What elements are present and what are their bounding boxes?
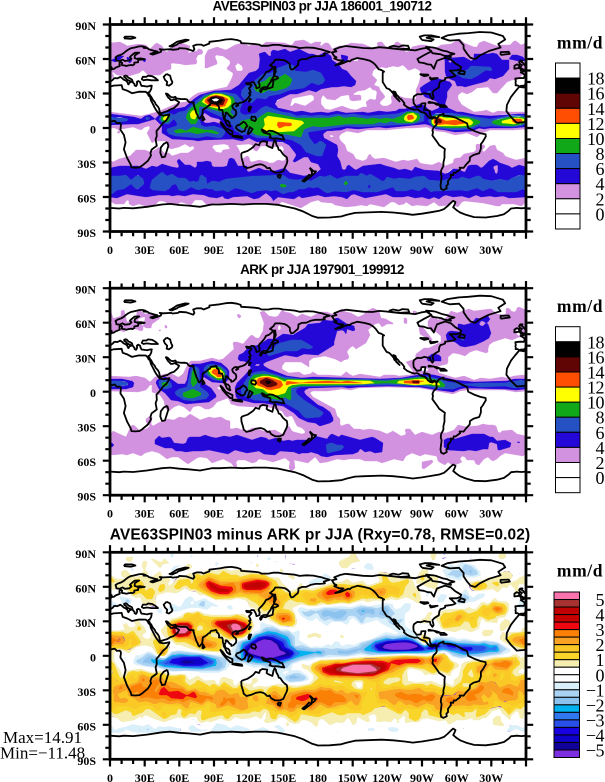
svg-text:−4: −4 — [586, 725, 605, 745]
svg-text:ARK pr JJA 197901_199912: ARK pr JJA 197901_199912 — [240, 262, 404, 277]
svg-text:0: 0 — [596, 665, 605, 685]
svg-text:2: 2 — [596, 635, 605, 655]
svg-text:AVE63SPIN03 pr JJA 186001_1907: AVE63SPIN03 pr JJA 186001_190712 — [213, 0, 432, 14]
svg-text:−2: −2 — [586, 695, 604, 715]
svg-text:5: 5 — [596, 590, 605, 610]
svg-text:1: 1 — [596, 650, 605, 670]
svg-text:Max=14.91: Max=14.91 — [3, 728, 82, 747]
svg-text:AVE63SPIN03 minus ARK pr JJA (: AVE63SPIN03 minus ARK pr JJA (Rxy=0.78, … — [110, 527, 531, 544]
svg-text:−3: −3 — [586, 710, 605, 730]
svg-text:3: 3 — [596, 620, 605, 640]
svg-text:−1: −1 — [586, 680, 604, 700]
svg-text:mm/d: mm/d — [557, 561, 603, 581]
svg-text:4: 4 — [596, 605, 605, 625]
svg-text:−5: −5 — [586, 740, 605, 760]
svg-text:Min=−11.48: Min=−11.48 — [0, 744, 85, 763]
